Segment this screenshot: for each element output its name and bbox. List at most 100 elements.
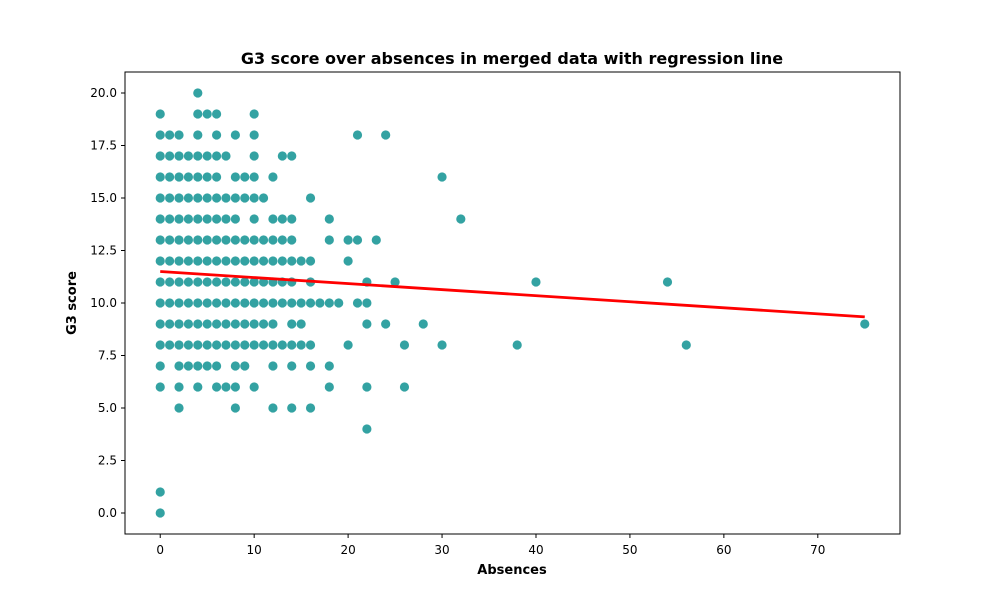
data-point <box>240 235 250 245</box>
data-point <box>174 130 184 140</box>
data-point <box>183 235 194 245</box>
data-point <box>155 508 165 518</box>
data-point <box>174 235 184 245</box>
data-point <box>230 340 240 350</box>
data-point <box>174 172 184 182</box>
data-point <box>249 277 259 287</box>
data-point <box>531 277 541 287</box>
data-point <box>456 214 466 224</box>
data-point <box>211 235 222 245</box>
y-tick-label: 0.0 <box>98 506 117 520</box>
points-layer <box>155 88 870 518</box>
y-tick-label: 12.5 <box>90 244 117 258</box>
data-point <box>211 256 222 266</box>
data-point <box>230 298 240 308</box>
data-point <box>230 256 240 266</box>
data-point <box>287 319 297 329</box>
data-point <box>221 214 231 224</box>
data-point <box>268 235 278 245</box>
data-point <box>381 319 391 329</box>
data-point <box>174 151 184 161</box>
data-point <box>240 361 250 371</box>
data-point <box>165 319 175 329</box>
data-point <box>277 214 287 224</box>
data-point <box>305 361 316 371</box>
data-point <box>268 214 278 224</box>
data-point <box>211 298 222 308</box>
data-point <box>221 193 231 203</box>
data-point <box>362 382 372 392</box>
data-point <box>174 277 184 287</box>
data-point <box>287 361 297 371</box>
data-point <box>324 214 334 224</box>
data-point <box>155 340 165 350</box>
data-point <box>193 172 203 182</box>
data-point <box>193 109 203 119</box>
data-point <box>221 298 231 308</box>
data-point <box>221 340 231 350</box>
chart-title: G3 score over absences in merged data wi… <box>241 49 783 68</box>
data-point <box>202 319 212 329</box>
data-point <box>193 130 203 140</box>
data-point <box>155 193 165 203</box>
x-tick-label: 70 <box>810 543 825 557</box>
data-point <box>287 298 297 308</box>
data-point <box>174 193 184 203</box>
data-point <box>287 151 297 161</box>
data-point <box>165 256 175 266</box>
data-point <box>277 298 287 308</box>
data-point <box>193 298 203 308</box>
data-point <box>249 130 259 140</box>
data-point <box>165 298 175 308</box>
data-point <box>681 340 691 350</box>
data-point <box>155 487 165 497</box>
y-axis-label: G3 score <box>65 271 80 335</box>
data-point <box>183 256 194 266</box>
data-point <box>230 382 240 392</box>
x-tick-label: 20 <box>340 543 355 557</box>
y-tick-label: 20.0 <box>90 86 117 100</box>
regression-line <box>160 270 865 319</box>
data-point <box>202 151 212 161</box>
data-point <box>221 151 231 161</box>
data-point <box>202 235 212 245</box>
data-point <box>343 235 353 245</box>
data-point <box>240 172 250 182</box>
data-point <box>371 235 381 245</box>
data-point <box>155 277 165 287</box>
data-point <box>249 214 259 224</box>
data-point <box>174 256 184 266</box>
y-tick-label: 15.0 <box>90 191 117 205</box>
data-point <box>174 319 184 329</box>
data-point <box>193 382 203 392</box>
data-point <box>202 214 212 224</box>
data-point <box>221 256 231 266</box>
data-point <box>315 298 325 308</box>
data-point <box>211 361 222 371</box>
data-point <box>211 277 222 287</box>
data-point <box>249 256 259 266</box>
data-point <box>155 256 165 266</box>
data-point <box>258 256 269 266</box>
data-point <box>268 298 278 308</box>
data-point <box>860 319 870 329</box>
y-tick-label: 10.0 <box>90 296 117 310</box>
data-point <box>230 193 240 203</box>
data-point <box>155 214 165 224</box>
data-point <box>174 403 184 413</box>
data-point <box>183 298 194 308</box>
data-point <box>230 277 240 287</box>
data-point <box>230 235 240 245</box>
data-point <box>343 340 353 350</box>
data-point <box>165 130 175 140</box>
data-point <box>165 193 175 203</box>
data-point <box>240 277 250 287</box>
data-point <box>249 298 259 308</box>
data-point <box>211 130 222 140</box>
data-point <box>165 151 175 161</box>
data-point <box>202 277 212 287</box>
data-point <box>183 340 194 350</box>
data-point <box>258 319 269 329</box>
